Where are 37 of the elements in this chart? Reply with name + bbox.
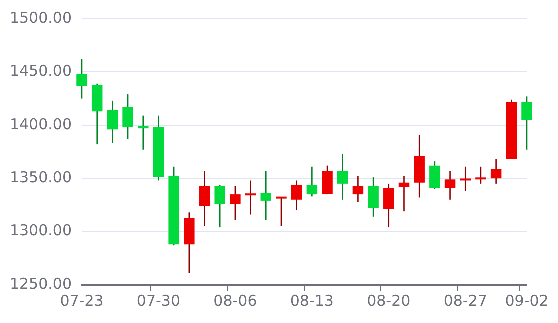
candlestick [276,196,287,228]
candlestick [306,166,318,198]
candlestick [291,180,302,212]
candlestick [368,176,379,218]
candlestick [230,185,241,221]
candlestick [322,165,333,196]
x-tick-label: 07-23 [60,292,104,310]
y-tick-label: 1250.00 [10,274,72,293]
candlestick [384,183,394,228]
candlestick [107,100,118,144]
candlestick [214,184,226,228]
y-tick-label: 1350.00 [10,168,72,186]
x-tick-label: 08-20 [367,292,411,310]
x-tick-label: 09-02 [505,292,549,310]
candlestick [352,176,364,203]
y-tick-label: 1450.00 [10,62,72,80]
x-tick-label: 08-27 [444,292,488,310]
candlestick [245,180,256,216]
x-tick-label: 08-13 [290,292,334,310]
x-tick-label: 08-06 [214,292,258,310]
y-tick-label: 1300.00 [10,222,72,240]
candlestick [476,166,486,185]
y-tick-label: 1500.00 [10,8,72,27]
candlestick [490,158,502,185]
candlestick [460,166,471,192]
x-tick-label: 07-30 [136,292,181,310]
candlestick [522,96,532,151]
candlestick [76,58,88,100]
candlestick [444,170,456,201]
candlestick [138,115,149,151]
y-tick-label: 1400.00 [10,115,72,134]
candlestick [260,170,272,221]
candlestick [430,160,440,190]
candlestick [199,170,210,228]
candlestick [122,94,134,140]
candlestick [398,176,410,212]
candlestick [337,153,348,201]
